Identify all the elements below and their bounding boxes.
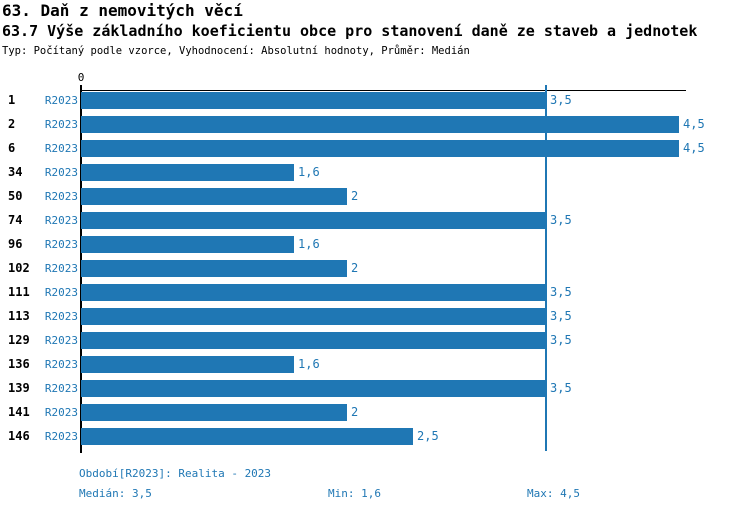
row-category-label: 74	[8, 213, 23, 227]
bar-value-label: 2	[351, 189, 359, 203]
row-category-label: 113	[8, 309, 30, 323]
row-series-label: R2023	[44, 334, 78, 347]
bar	[81, 140, 679, 157]
bar-value-label: 2	[351, 405, 359, 419]
bar	[81, 116, 679, 133]
row-series-label: R2023	[44, 430, 78, 443]
row-series-label: R2023	[44, 214, 78, 227]
bar-value-label: 4,5	[683, 117, 705, 131]
legend-max: Max: 4,5	[527, 487, 580, 500]
bar-value-label: 1,6	[298, 165, 320, 179]
bar-value-label: 3,5	[550, 333, 572, 347]
row-category-label: 6	[8, 141, 16, 155]
bar	[81, 356, 294, 373]
bar	[81, 188, 347, 205]
x-axis-zero-tick-label: 0	[77, 71, 85, 84]
bar-value-label: 1,6	[298, 357, 320, 371]
row-series-label: R2023	[44, 406, 78, 419]
bar-value-label: 3,5	[550, 93, 572, 107]
bar-value-label: 1,6	[298, 237, 320, 251]
row-category-label: 111	[8, 285, 30, 299]
bar-value-label: 2,5	[417, 429, 439, 443]
page-title: 63. Daň z nemovitých věcí	[2, 1, 243, 20]
row-category-label: 129	[8, 333, 30, 347]
row-category-label: 136	[8, 357, 30, 371]
row-category-label: 34	[8, 165, 23, 179]
bar-value-label: 3,5	[550, 381, 572, 395]
x-axis-line	[81, 90, 686, 91]
chart-meta-line: Typ: Počítaný podle vzorce, Vyhodnocení:…	[2, 45, 470, 57]
median-reference-line	[545, 85, 547, 451]
row-series-label: R2023	[44, 286, 78, 299]
row-category-label: 96	[8, 237, 23, 251]
row-series-label: R2023	[44, 238, 78, 251]
row-series-label: R2023	[44, 358, 78, 371]
bar-value-label: 3,5	[550, 309, 572, 323]
row-series-label: R2023	[44, 310, 78, 323]
bar-value-label: 4,5	[683, 141, 705, 155]
bar-value-label: 3,5	[550, 285, 572, 299]
legend-min: Min: 1,6	[328, 487, 381, 500]
row-category-label: 139	[8, 381, 30, 395]
bar	[81, 236, 294, 253]
row-series-label: R2023	[44, 382, 78, 395]
row-category-label: 102	[8, 261, 30, 275]
bar	[81, 308, 546, 325]
bar	[81, 284, 546, 301]
bar	[81, 260, 347, 277]
row-series-label: R2023	[44, 166, 78, 179]
bar	[81, 404, 347, 421]
legend-period: Období[R2023]: Realita - 2023	[79, 467, 272, 480]
row-series-label: R2023	[44, 262, 78, 275]
bar-value-label: 2	[351, 261, 359, 275]
row-category-label: 50	[8, 189, 23, 203]
bar	[81, 164, 294, 181]
bar	[81, 428, 413, 445]
row-series-label: R2023	[44, 190, 78, 203]
row-category-label: 146	[8, 429, 30, 443]
bar	[81, 212, 546, 229]
row-series-label: R2023	[44, 142, 78, 155]
bar	[81, 380, 546, 397]
row-series-label: R2023	[44, 118, 78, 131]
bar	[81, 332, 546, 349]
row-series-label: R2023	[44, 94, 78, 107]
bar-value-label: 3,5	[550, 213, 572, 227]
row-category-label: 141	[8, 405, 30, 419]
legend-median: Medián: 3,5	[79, 487, 152, 500]
row-category-label: 1	[8, 93, 16, 107]
row-category-label: 2	[8, 117, 16, 131]
bar	[81, 92, 546, 109]
page-subtitle: 63.7 Výše základního koeficientu obce pr…	[2, 22, 698, 40]
